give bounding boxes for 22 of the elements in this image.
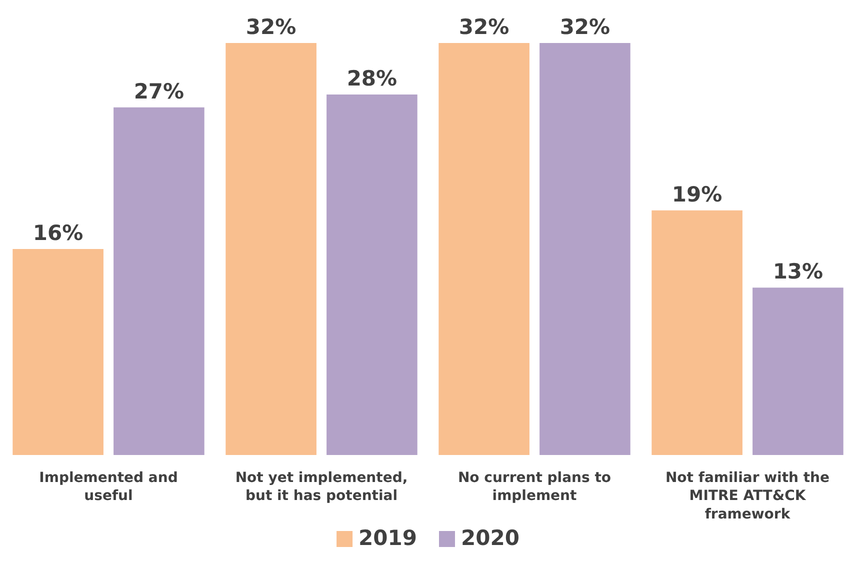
bar — [652, 210, 742, 455]
bar — [226, 43, 316, 455]
data-label: 16% — [32, 221, 84, 245]
data-label: 32% — [560, 15, 610, 39]
data-label: 13% — [772, 260, 824, 284]
data-label: 32% — [246, 15, 296, 39]
bar — [752, 288, 844, 455]
bar — [326, 94, 418, 455]
data-label: 19% — [672, 182, 722, 206]
x-tick-label: Not familiar with the MITRE ATT&CK framework — [665, 470, 830, 522]
x-tick-label: Not yet implemented, but it has potential — [235, 470, 408, 504]
bar — [540, 43, 630, 455]
legend-label: 2019 — [358, 526, 417, 550]
legend-label: 2020 — [461, 526, 520, 550]
data-label: 32% — [458, 15, 510, 39]
bar — [114, 107, 204, 455]
x-tick-label: No current plans to implement — [458, 470, 612, 504]
bar — [438, 43, 530, 455]
bar — [12, 249, 104, 455]
data-label: 28% — [346, 66, 398, 90]
data-label: 27% — [134, 79, 184, 104]
x-tick-label: Implemented and useful — [39, 470, 178, 504]
